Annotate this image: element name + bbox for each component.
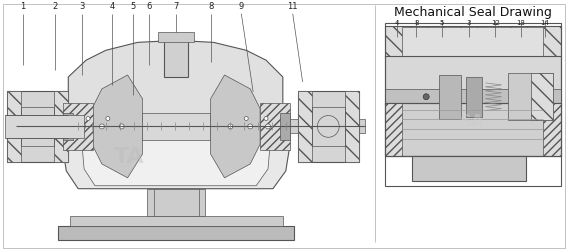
Bar xyxy=(158,33,194,43)
Bar xyxy=(303,121,357,133)
Text: TA: TA xyxy=(114,146,145,167)
Circle shape xyxy=(244,117,248,121)
Bar xyxy=(543,103,561,156)
Bar xyxy=(466,78,482,117)
Bar xyxy=(312,107,345,146)
Circle shape xyxy=(423,94,429,100)
Bar xyxy=(384,90,561,105)
Circle shape xyxy=(119,124,124,129)
Text: 9: 9 xyxy=(239,2,244,11)
Bar xyxy=(164,40,188,78)
Bar xyxy=(9,120,365,134)
Text: 2: 2 xyxy=(53,2,58,11)
Bar xyxy=(142,113,210,141)
Bar xyxy=(70,216,283,226)
Circle shape xyxy=(248,124,253,129)
Bar xyxy=(54,92,68,162)
Bar xyxy=(509,74,553,121)
Bar xyxy=(148,189,205,216)
Bar xyxy=(384,24,561,186)
Text: SA: SA xyxy=(460,113,485,131)
Polygon shape xyxy=(62,108,290,189)
Bar xyxy=(63,113,73,141)
Bar xyxy=(9,121,63,133)
Bar xyxy=(260,103,290,150)
Bar xyxy=(384,26,561,58)
Text: 1: 1 xyxy=(20,2,25,11)
Circle shape xyxy=(515,94,521,100)
Bar xyxy=(7,92,68,162)
Text: 5: 5 xyxy=(130,2,135,11)
Text: 12: 12 xyxy=(491,20,500,26)
Circle shape xyxy=(264,117,268,121)
Bar xyxy=(297,92,312,162)
Text: 4: 4 xyxy=(109,2,114,11)
Bar xyxy=(7,92,21,162)
Circle shape xyxy=(228,124,233,129)
Text: 5: 5 xyxy=(440,20,444,26)
Polygon shape xyxy=(210,76,260,178)
Polygon shape xyxy=(68,41,283,124)
Text: 8: 8 xyxy=(414,20,419,26)
Text: 13: 13 xyxy=(517,20,526,26)
Bar xyxy=(58,226,293,240)
Circle shape xyxy=(81,124,86,129)
Bar xyxy=(5,115,84,139)
Text: 3: 3 xyxy=(80,2,85,11)
Text: 7: 7 xyxy=(173,2,178,11)
Text: 11: 11 xyxy=(288,2,298,11)
Text: 3: 3 xyxy=(466,20,471,26)
Bar xyxy=(297,92,359,162)
Bar xyxy=(280,113,290,141)
Bar xyxy=(63,103,93,150)
Bar xyxy=(384,26,561,58)
Bar xyxy=(384,57,561,104)
Bar xyxy=(384,103,561,156)
Bar xyxy=(21,107,54,146)
Text: Mechanical Seal Drawing: Mechanical Seal Drawing xyxy=(394,6,551,19)
Polygon shape xyxy=(92,76,142,178)
Bar xyxy=(345,92,359,162)
Text: 6: 6 xyxy=(146,2,152,11)
Circle shape xyxy=(100,124,104,129)
Text: 14: 14 xyxy=(541,20,549,26)
Circle shape xyxy=(265,124,271,129)
Bar xyxy=(531,74,553,121)
Bar xyxy=(403,28,543,57)
Bar xyxy=(384,103,403,156)
Text: 4: 4 xyxy=(394,20,399,26)
Bar xyxy=(439,76,461,119)
Circle shape xyxy=(86,117,90,121)
Circle shape xyxy=(106,117,110,121)
Polygon shape xyxy=(82,114,270,186)
Bar xyxy=(384,103,561,156)
Bar xyxy=(157,122,195,132)
Text: 8: 8 xyxy=(208,2,213,11)
Bar xyxy=(412,156,526,181)
